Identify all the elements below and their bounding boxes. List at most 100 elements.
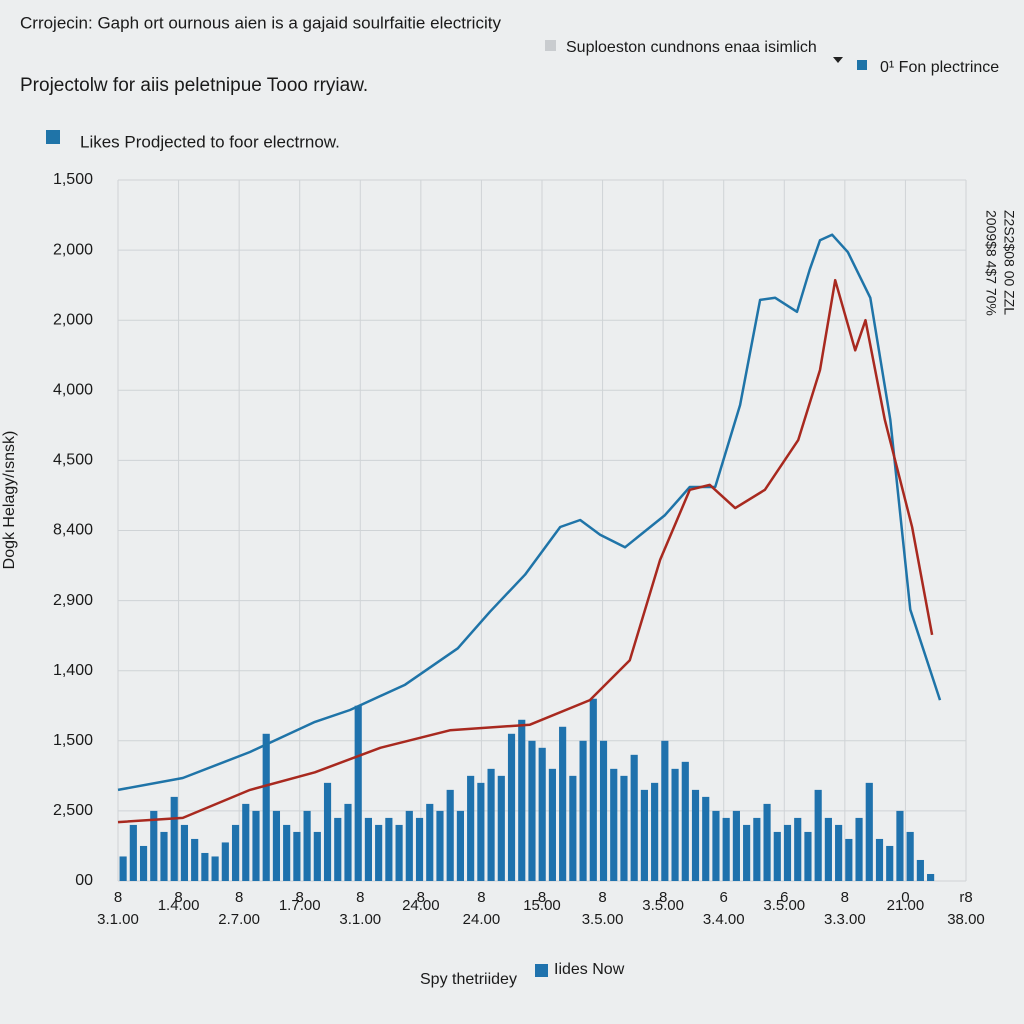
bar — [334, 817, 342, 881]
y-tick-label: 2,000 — [53, 311, 93, 328]
bar — [395, 824, 403, 881]
bar — [170, 796, 178, 881]
y-tick-label: 00 — [75, 872, 93, 889]
bar — [835, 824, 843, 881]
bar — [405, 810, 413, 881]
bar — [160, 831, 168, 881]
bar — [507, 733, 516, 881]
x-tick-label: 8 — [598, 889, 606, 906]
bar — [732, 810, 740, 881]
x-tick-label: 24.00 — [463, 911, 501, 928]
y-tick-label: 2,000 — [53, 241, 93, 258]
bar — [773, 831, 781, 881]
bar — [150, 810, 158, 881]
bar — [763, 803, 771, 881]
legend-swatch — [857, 60, 867, 70]
x-tick-label: 8 — [417, 889, 425, 906]
bar — [753, 817, 761, 881]
bar — [436, 810, 444, 881]
bar — [528, 740, 536, 881]
y-axis-label: Dogk Helagy/ısnsk) — [1, 431, 18, 570]
bar — [845, 838, 853, 881]
bar — [620, 775, 628, 881]
line — [117, 233, 942, 792]
bar — [630, 754, 638, 881]
x-tick-label: 24.00 — [402, 897, 440, 914]
x-tick-label: 8 — [477, 889, 485, 906]
chart-subtitle: Projectolw for aiis peletnipue Tooo rryi… — [20, 75, 368, 96]
y-tick-label: 2,900 — [53, 592, 93, 609]
bar — [538, 747, 546, 881]
bar — [702, 796, 710, 881]
y-tick-label: 1,400 — [53, 662, 93, 679]
bar — [814, 789, 822, 881]
bar — [589, 698, 597, 881]
x-tick-label: 3.1.00 — [339, 911, 381, 928]
bar — [426, 803, 434, 881]
bar — [712, 810, 720, 881]
x-tick-label: 8 — [538, 889, 546, 906]
bar — [293, 831, 301, 881]
y-tick-label: 1,500 — [53, 732, 93, 749]
chart-title: Crrojecin: Gaph ort ournous aien is a ga… — [20, 13, 501, 32]
legend-swatch — [46, 130, 60, 144]
bar — [211, 856, 219, 881]
bar — [456, 810, 464, 881]
bar — [671, 768, 679, 881]
bar — [201, 852, 209, 881]
x-tick-label: r8 — [959, 889, 972, 906]
bar — [242, 803, 250, 881]
bar — [487, 768, 495, 881]
bar — [415, 817, 424, 881]
x-tick-label: 0 — [901, 889, 909, 906]
x-tick-label: 8 — [174, 889, 182, 906]
bar — [865, 782, 873, 881]
bar — [313, 831, 321, 881]
bar — [262, 733, 270, 881]
x-tick-label: 8 — [841, 889, 849, 906]
bar — [886, 845, 894, 881]
bar — [875, 838, 884, 881]
bar — [783, 824, 792, 881]
bar — [794, 817, 802, 881]
x-tick-label: 3.5.00 — [582, 911, 624, 928]
bar — [824, 817, 832, 881]
y-tick-label: 4,500 — [53, 452, 93, 469]
bar — [497, 775, 505, 881]
bar — [354, 705, 362, 881]
x-tick-label: 3.1.00 — [97, 911, 139, 928]
y-tick-label: 8,400 — [53, 522, 93, 539]
bar — [385, 817, 393, 881]
x-tick-label: 8 — [235, 889, 243, 906]
bar — [139, 845, 148, 881]
bar — [364, 817, 373, 881]
bar — [375, 824, 383, 881]
legend-label: Iides Now — [554, 961, 625, 978]
x-tick-label: 3.4.00 — [703, 911, 745, 928]
bar — [916, 859, 924, 881]
bar — [518, 719, 526, 881]
x-tick-label: 2.7.00 — [218, 911, 260, 928]
x-tick-label: 8 — [659, 889, 667, 906]
bar — [446, 789, 454, 881]
bar — [344, 803, 352, 881]
bar — [477, 782, 485, 881]
bar — [180, 824, 189, 881]
x-tick-label: 8 — [114, 889, 122, 906]
bar — [804, 831, 812, 881]
bar — [691, 789, 700, 881]
bar — [599, 740, 608, 881]
bar — [548, 768, 556, 881]
line — [117, 278, 934, 824]
bar — [221, 842, 229, 881]
bar — [579, 740, 587, 881]
legend-swatch — [535, 964, 548, 977]
bar — [272, 810, 281, 881]
x-tick-label: 1.4.00 — [158, 897, 200, 914]
x-axis-label: Spy thetriidey — [420, 971, 517, 988]
dropdown-arrow — [833, 57, 843, 63]
bar — [569, 775, 577, 881]
x-tick-label: 21.00 — [887, 897, 925, 914]
bar — [906, 831, 914, 881]
bar — [559, 726, 567, 881]
